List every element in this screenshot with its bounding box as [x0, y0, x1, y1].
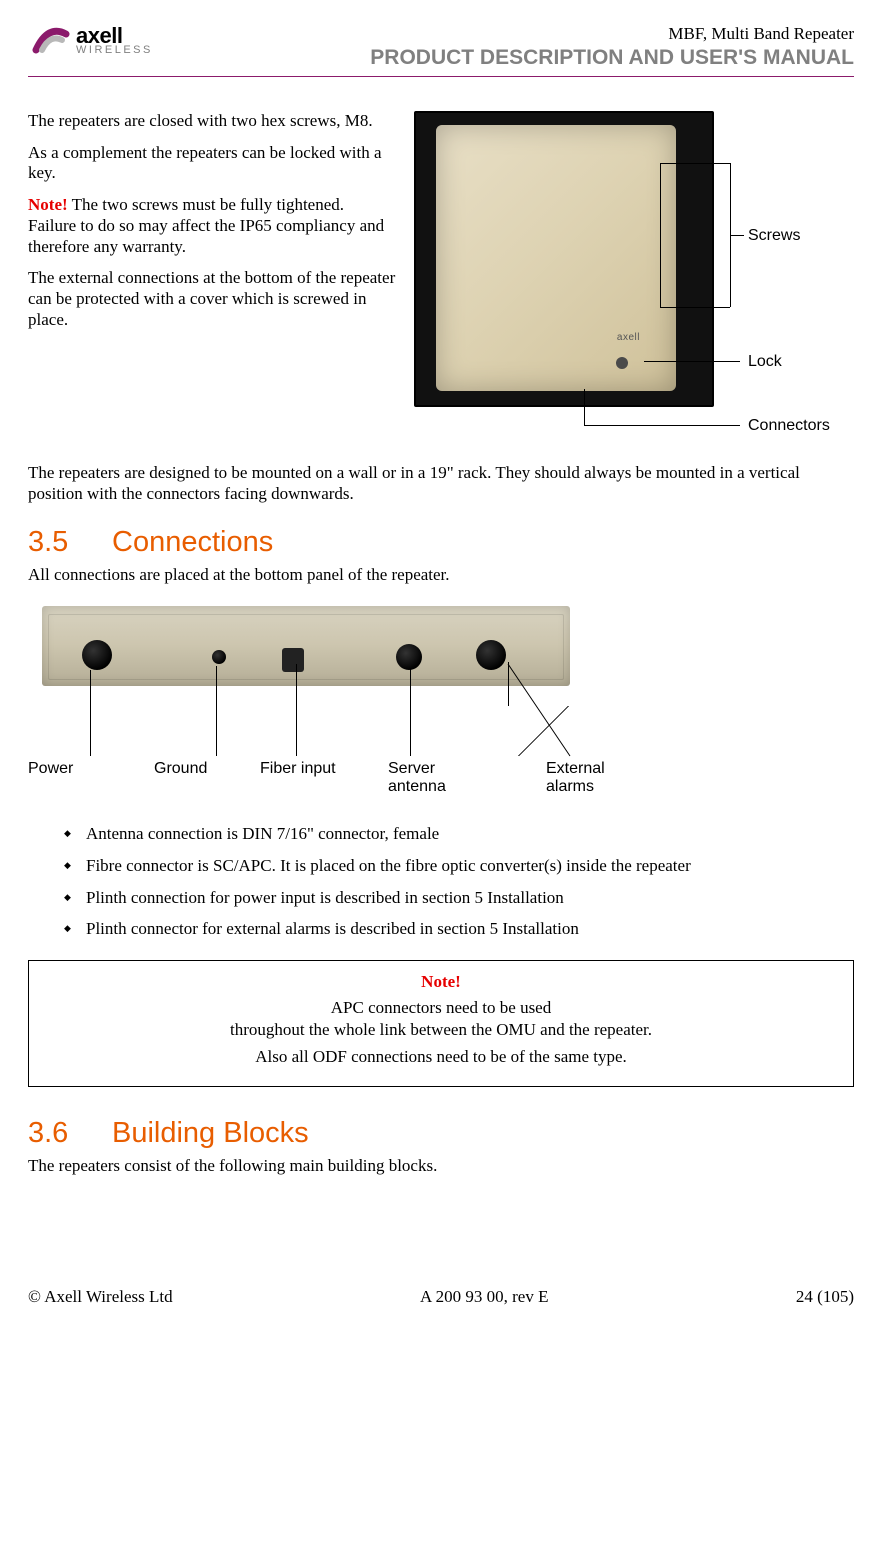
header-separator — [28, 76, 854, 77]
footer-center: A 200 93 00, rev E — [420, 1287, 548, 1307]
brand-name: axell — [76, 26, 153, 46]
callout-line — [660, 163, 730, 164]
panel-photo — [42, 606, 570, 686]
intro-note: Note! The two screws must be fully tight… — [28, 195, 396, 257]
footer-left: © Axell Wireless Ltd — [28, 1287, 173, 1307]
section-3-5-num: 3.5 — [28, 526, 112, 559]
label-ext-2: alarms — [546, 778, 594, 795]
section-3-6-num: 3.6 — [28, 1117, 112, 1150]
label-power: Power — [28, 760, 73, 778]
label-ext-1: External — [546, 760, 605, 777]
note-box: Note! APC connectors need to be used thr… — [28, 960, 854, 1087]
intro-p1: The repeaters are closed with two hex sc… — [28, 111, 396, 132]
page-header: axell WIRELESS MBF, Multi Band Repeater … — [28, 20, 854, 70]
callout-line — [660, 307, 730, 308]
intro-p2: As a complement the repeaters can be loc… — [28, 143, 396, 184]
callout-connectors: Connectors — [748, 417, 830, 435]
intro-text-block: The repeaters are closed with two hex sc… — [28, 111, 396, 342]
section-3-6-title: Building Blocks — [112, 1117, 309, 1149]
section-3-5-intro: All connections are placed at the bottom… — [28, 565, 854, 586]
section-3-6-intro: The repeaters consist of the following m… — [28, 1156, 854, 1177]
callout-line — [730, 163, 731, 235]
footer-right: 24 (105) — [796, 1287, 854, 1307]
note-box-line2: throughout the whole link between the OM… — [43, 1019, 839, 1041]
device-figure: axell Screws Lock Connectors — [414, 111, 854, 451]
list-item: Plinth connection for power input is des… — [64, 888, 854, 909]
note-label: Note! — [28, 195, 68, 214]
callout-screws: Screws — [748, 227, 800, 245]
callout-line — [584, 425, 740, 426]
list-item: Antenna connection is DIN 7/16" connecto… — [64, 824, 854, 845]
device-photo: axell — [414, 111, 714, 407]
logo-mark-icon — [28, 20, 70, 62]
label-ground: Ground — [154, 760, 207, 778]
callout-line — [644, 361, 740, 362]
brand-sub: WIRELESS — [76, 46, 153, 56]
note-box-line3: Also all ODF connections need to be of t… — [43, 1046, 839, 1068]
section-3-5-title: Connections — [112, 526, 273, 558]
brand-logo: axell WIRELESS — [28, 20, 153, 62]
note-box-title: Note! — [43, 971, 839, 993]
callout-line — [730, 235, 744, 236]
callout-line — [730, 235, 731, 307]
section-3-6-heading: 3.6Building Blocks — [28, 1117, 854, 1150]
connections-list: Antenna connection is DIN 7/16" connecto… — [64, 824, 854, 940]
intro-p3: The external connections at the bottom o… — [28, 268, 396, 330]
label-external: External alarms — [546, 760, 605, 795]
callout-line — [584, 389, 585, 425]
section-3-5-heading: 3.5Connections — [28, 526, 854, 559]
label-fiber: Fiber input — [260, 760, 336, 778]
callout-line — [660, 163, 661, 307]
header-subtitle: MBF, Multi Band Repeater — [370, 24, 854, 44]
connections-figure: Power Ground Fiber input Server antenna … — [28, 606, 608, 806]
list-item: Plinth connector for external alarms is … — [64, 919, 854, 940]
callout-line — [506, 660, 596, 760]
list-item: Fibre connector is SC/APC. It is placed … — [64, 856, 854, 877]
callout-lock: Lock — [748, 353, 782, 371]
mounting-text: The repeaters are designed to be mounted… — [28, 463, 854, 504]
note-box-line1: APC connectors need to be used — [43, 997, 839, 1019]
label-server-2: antenna — [388, 778, 446, 795]
label-server: Server antenna — [388, 760, 446, 795]
header-title: PRODUCT DESCRIPTION AND USER'S MANUAL — [370, 46, 854, 70]
note-body: The two screws must be fully tightened. … — [28, 195, 384, 255]
page-footer: © Axell Wireless Ltd A 200 93 00, rev E … — [28, 1287, 854, 1307]
label-server-1: Server — [388, 760, 435, 777]
